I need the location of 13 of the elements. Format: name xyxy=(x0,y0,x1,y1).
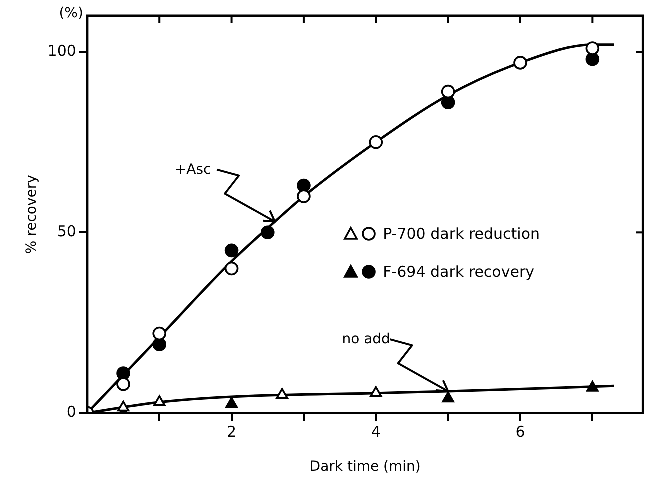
legend-label: P-700 dark reduction xyxy=(383,224,540,243)
y-tick-label: 50 xyxy=(57,222,76,241)
legend-label: F-694 dark recovery xyxy=(383,262,534,281)
annotation: +Asc xyxy=(174,162,212,178)
x-axis-title: Dark time (min) xyxy=(310,459,421,476)
x-tick-label: 4 xyxy=(371,423,381,442)
y-tick-label: 0 xyxy=(66,403,76,422)
y-tick-label: 100 xyxy=(48,42,76,60)
text: (%) xyxy=(59,6,84,22)
annotation: no add xyxy=(342,332,390,348)
y-axis-title: % recovery xyxy=(24,175,40,254)
x-tick-label: 6 xyxy=(516,423,526,442)
x-tick-label: 2 xyxy=(227,423,237,442)
